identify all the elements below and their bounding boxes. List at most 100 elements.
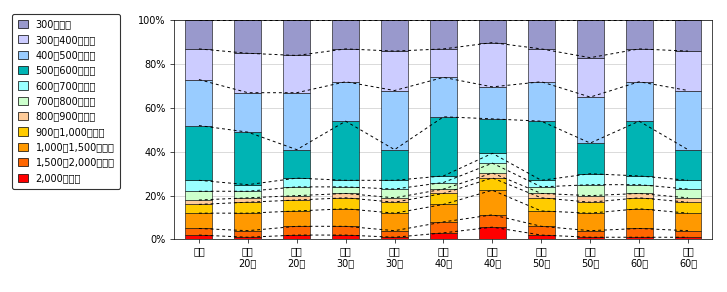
Bar [528, 235, 555, 239]
Bar [626, 185, 653, 194]
Bar [528, 226, 555, 235]
Bar [430, 77, 457, 117]
Bar [430, 189, 457, 194]
Bar [626, 229, 653, 237]
Bar [479, 20, 506, 43]
Bar [284, 187, 310, 196]
Bar [430, 182, 457, 189]
Bar [381, 189, 408, 198]
Bar [185, 213, 212, 229]
Bar [479, 163, 506, 173]
Bar [675, 213, 702, 231]
Bar [234, 213, 261, 231]
Bar [626, 121, 653, 176]
Bar [528, 198, 555, 211]
Bar [626, 176, 653, 185]
Bar [626, 237, 653, 239]
Bar [675, 91, 702, 150]
Bar [381, 91, 408, 150]
Bar [284, 200, 310, 211]
Bar [381, 180, 408, 189]
Bar [577, 185, 603, 196]
Bar [234, 20, 261, 53]
Bar [234, 53, 261, 93]
Bar [185, 79, 212, 126]
Bar [675, 20, 702, 51]
Bar [185, 235, 212, 239]
Bar [430, 176, 457, 182]
Legend: 300円未満, 300～400円未満, 400～500円未満, 500～600円未満, 600～700円未満, 700～800円未満, 800～900円未満, : 300円未満, 300～400円未満, 400～500円未満, 500～600円… [12, 14, 120, 189]
Bar [234, 198, 261, 202]
Bar [528, 211, 555, 226]
Bar [332, 187, 359, 194]
Bar [528, 180, 555, 187]
Bar [381, 198, 408, 202]
Bar [234, 237, 261, 239]
Bar [430, 20, 457, 49]
Bar [332, 121, 359, 180]
Bar [577, 202, 603, 213]
Bar [185, 180, 212, 191]
Bar [381, 202, 408, 213]
Bar [675, 51, 702, 91]
Bar [479, 178, 506, 190]
Bar [577, 20, 603, 58]
Bar [577, 58, 603, 97]
Bar [332, 226, 359, 235]
Bar [675, 198, 702, 202]
Bar [528, 20, 555, 49]
Bar [577, 97, 603, 143]
Bar [185, 204, 212, 213]
Bar [626, 82, 653, 121]
Bar [430, 194, 457, 204]
Bar [381, 237, 408, 239]
Bar [675, 202, 702, 213]
Bar [185, 191, 212, 200]
Bar [577, 237, 603, 239]
Bar [430, 204, 457, 222]
Bar [284, 235, 310, 239]
Bar [577, 174, 603, 185]
Bar [626, 194, 653, 198]
Bar [479, 227, 506, 239]
Bar [626, 209, 653, 229]
Bar [234, 132, 261, 185]
Bar [185, 200, 212, 204]
Bar [528, 121, 555, 180]
Bar [479, 190, 506, 215]
Bar [234, 93, 261, 132]
Bar [332, 49, 359, 82]
Bar [332, 198, 359, 209]
Bar [381, 213, 408, 231]
Bar [185, 20, 212, 49]
Bar [332, 180, 359, 187]
Bar [381, 20, 408, 51]
Bar [234, 202, 261, 213]
Bar [381, 231, 408, 237]
Bar [332, 20, 359, 49]
Bar [430, 117, 457, 176]
Bar [626, 198, 653, 209]
Bar [479, 215, 506, 227]
Bar [284, 211, 310, 226]
Bar [284, 93, 310, 150]
Bar [675, 189, 702, 198]
Bar [479, 119, 506, 153]
Bar [185, 49, 212, 79]
Bar [430, 49, 457, 77]
Bar [430, 222, 457, 233]
Bar [185, 228, 212, 235]
Bar [332, 209, 359, 226]
Bar [528, 49, 555, 82]
Bar [626, 20, 653, 49]
Bar [284, 20, 310, 55]
Bar [479, 87, 506, 119]
Bar [234, 231, 261, 237]
Bar [381, 51, 408, 91]
Bar [675, 180, 702, 189]
Bar [284, 150, 310, 178]
Bar [234, 191, 261, 198]
Bar [577, 231, 603, 237]
Bar [479, 153, 506, 163]
Bar [577, 143, 603, 174]
